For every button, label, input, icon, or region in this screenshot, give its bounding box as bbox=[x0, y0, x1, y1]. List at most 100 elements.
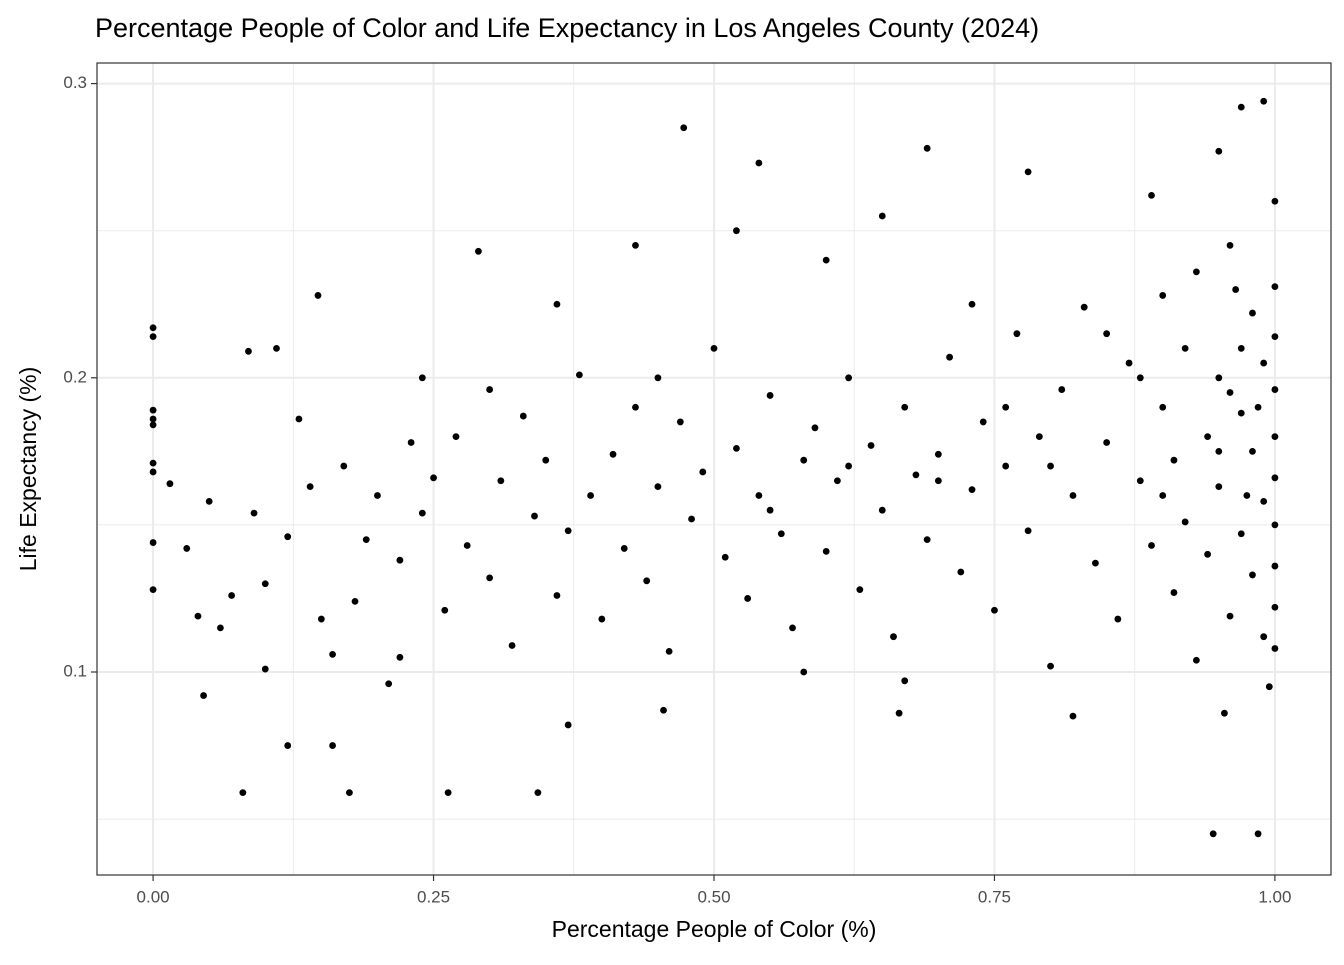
point bbox=[1254, 830, 1262, 838]
point bbox=[1058, 386, 1066, 393]
point bbox=[1192, 656, 1200, 664]
point bbox=[1260, 633, 1268, 641]
point bbox=[1271, 197, 1279, 205]
x-axis-title: Percentage People of Color (%) bbox=[552, 916, 877, 942]
point bbox=[534, 789, 542, 797]
point bbox=[314, 292, 322, 299]
point bbox=[1271, 521, 1279, 529]
point bbox=[587, 492, 594, 499]
point bbox=[149, 333, 157, 341]
point bbox=[362, 536, 370, 544]
point bbox=[396, 653, 404, 661]
point bbox=[407, 439, 415, 446]
point bbox=[923, 144, 931, 152]
point bbox=[620, 545, 628, 552]
point bbox=[1136, 477, 1144, 485]
panel-border bbox=[96, 62, 1332, 876]
point bbox=[295, 415, 303, 423]
point bbox=[1226, 389, 1234, 396]
point bbox=[149, 459, 157, 467]
point bbox=[665, 648, 673, 655]
point bbox=[1237, 409, 1245, 417]
point bbox=[1047, 462, 1054, 470]
point bbox=[800, 668, 808, 676]
point bbox=[1159, 492, 1167, 499]
point bbox=[1265, 683, 1273, 691]
point bbox=[1069, 492, 1077, 499]
y-tick-label: 0.1 bbox=[63, 661, 87, 680]
point bbox=[755, 492, 763, 499]
point bbox=[1260, 359, 1268, 367]
point bbox=[1170, 456, 1178, 464]
point bbox=[654, 483, 662, 491]
point bbox=[878, 506, 886, 514]
point bbox=[632, 242, 639, 249]
point bbox=[800, 456, 808, 464]
point bbox=[1002, 462, 1010, 470]
x-tick-label: 1.00 bbox=[1258, 887, 1291, 906]
point bbox=[957, 568, 965, 576]
point bbox=[1035, 433, 1043, 441]
point bbox=[1204, 433, 1211, 441]
point bbox=[149, 539, 157, 546]
point bbox=[1237, 344, 1245, 352]
point bbox=[261, 665, 269, 673]
point bbox=[1249, 571, 1256, 579]
point bbox=[1271, 603, 1279, 611]
point bbox=[1080, 303, 1088, 311]
point bbox=[329, 650, 336, 658]
point bbox=[811, 424, 819, 432]
point bbox=[519, 412, 527, 420]
point bbox=[934, 450, 942, 458]
point bbox=[564, 527, 572, 535]
point bbox=[733, 227, 740, 235]
point bbox=[710, 344, 718, 352]
point bbox=[1114, 615, 1122, 623]
point bbox=[183, 545, 191, 552]
point bbox=[228, 592, 236, 599]
point bbox=[374, 492, 381, 499]
chart-title: Percentage People of Color and Life Expe… bbox=[95, 13, 1039, 43]
point bbox=[575, 371, 583, 379]
point bbox=[845, 374, 853, 382]
point bbox=[1215, 147, 1223, 155]
point bbox=[1271, 333, 1279, 341]
point bbox=[497, 477, 505, 485]
point bbox=[1215, 483, 1223, 491]
point bbox=[149, 406, 157, 414]
point bbox=[890, 633, 897, 641]
point bbox=[1103, 439, 1111, 446]
point bbox=[721, 553, 729, 561]
point bbox=[968, 300, 976, 308]
point bbox=[1254, 403, 1262, 411]
point bbox=[1209, 830, 1217, 838]
point bbox=[1243, 492, 1251, 499]
point bbox=[1271, 562, 1279, 570]
point bbox=[1260, 97, 1268, 105]
point bbox=[329, 742, 336, 749]
point bbox=[856, 586, 864, 594]
point bbox=[1249, 447, 1256, 455]
point bbox=[991, 606, 998, 614]
point bbox=[1221, 709, 1228, 717]
point bbox=[699, 468, 707, 476]
point bbox=[273, 344, 280, 352]
point bbox=[430, 474, 437, 482]
point bbox=[1215, 447, 1223, 455]
point bbox=[923, 536, 931, 544]
y-axis-title: Life Expectancy (%) bbox=[15, 367, 41, 572]
point bbox=[1069, 712, 1077, 720]
point bbox=[444, 789, 452, 797]
point bbox=[542, 456, 550, 464]
point bbox=[475, 247, 482, 255]
point bbox=[968, 486, 976, 493]
point bbox=[486, 574, 494, 582]
point bbox=[901, 403, 909, 411]
point bbox=[200, 692, 207, 699]
point bbox=[680, 124, 688, 132]
point bbox=[654, 374, 662, 382]
point bbox=[217, 624, 224, 632]
point bbox=[834, 477, 841, 485]
point bbox=[1249, 309, 1256, 317]
point bbox=[1237, 530, 1245, 538]
